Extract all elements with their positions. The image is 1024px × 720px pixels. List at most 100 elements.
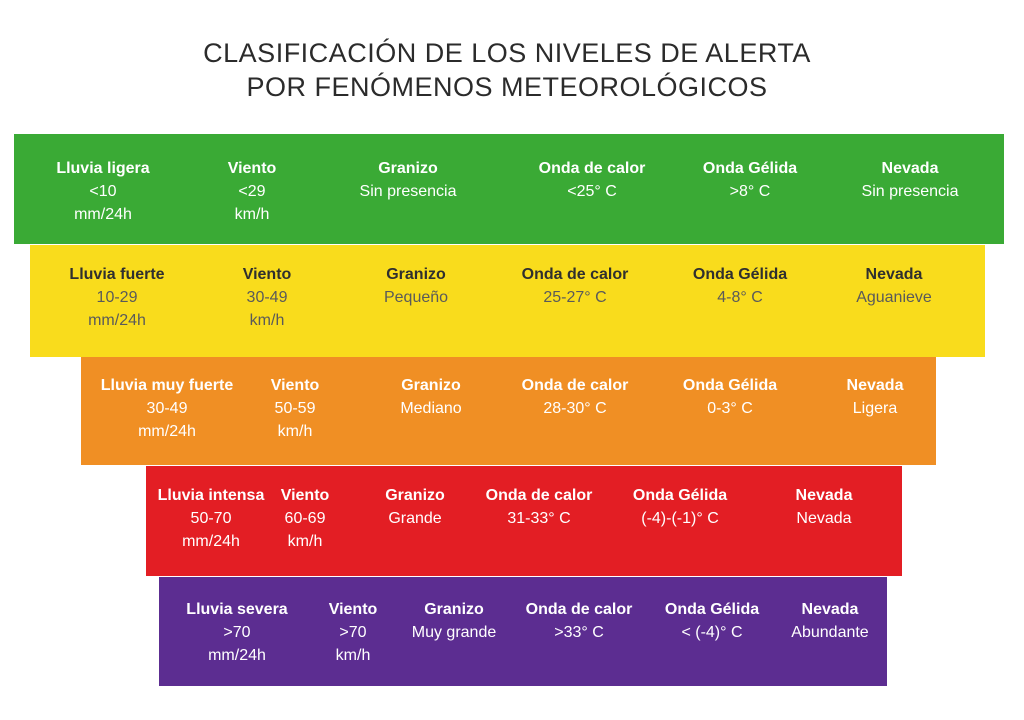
cell-value: Abundante [791,624,869,641]
cell-unit: mm/24h [88,312,146,329]
alert-level-red: Lluvia intensa 50-70 mm/24h Viento 60-69… [146,466,902,576]
cell-value: 10-29 [96,289,138,306]
cell-value: >8° C [729,183,771,200]
cell-label: Onda Gélida [692,266,788,283]
cell-wind: Viento 50-59 km/h [271,374,320,443]
cell-heatwave: Onda de calor 25-27° C [522,263,629,309]
cell-label: Lluvia intensa [157,487,265,504]
cell-label: Onda Gélida [664,601,760,618]
cell-rain: Lluvia severa >70 mm/24h [186,598,287,667]
cell-value: >33° C [554,624,604,641]
cell-snowfall: Nevada Nevada [796,484,853,530]
cell-heatwave: Onda de calor 31-33° C [486,484,593,530]
alert-level-purple: Lluvia severa >70 mm/24h Viento >70 km/h… [159,577,887,686]
cell-heatwave: Onda de calor >33° C [526,598,633,644]
cell-value: 50-59 [274,400,316,417]
cell-heatwave: Onda de calor 28-30° C [522,374,629,420]
alert-level-yellow: Lluvia fuerte 10-29 mm/24h Viento 30-49 … [30,245,985,357]
cell-rain: Lluvia ligera <10 mm/24h [56,157,149,226]
cell-label: Nevada [881,160,939,177]
cell-unit: mm/24h [74,206,132,223]
cell-wind: Viento 30-49 km/h [243,263,292,332]
cell-heatwave: Onda de calor <25° C [539,157,646,203]
cell-unit: km/h [277,423,313,440]
cell-wind: Viento 60-69 km/h [281,484,330,553]
cell-value: 30-49 [246,289,288,306]
cell-label: Granizo [385,487,445,504]
cell-label: Lluvia severa [186,601,288,618]
cell-label: Granizo [401,377,461,394]
cell-hail: Granizo Mediano [400,374,461,420]
cell-label: Viento [270,377,320,394]
cell-hail: Granizo Grande [385,484,445,530]
cell-value: Aguanieve [856,289,932,306]
alert-level-orange: Lluvia muy fuerte 30-49 mm/24h Viento 50… [81,357,936,465]
title-line-2: POR FENÓMENOS METEOROLÓGICOS [246,72,768,102]
cell-label: Onda de calor [525,601,633,618]
cell-label: Granizo [424,601,484,618]
cell-coldwave: Onda Gélida 4-8° C [693,263,787,309]
cell-value: Pequeño [383,289,449,306]
cell-unit: mm/24h [182,533,240,550]
cell-coldwave: Onda Gélida < (-4)° C [665,598,759,644]
cell-label: Viento [227,160,277,177]
cell-value: Sin presencia [359,183,457,200]
cell-label: Granizo [386,266,446,283]
cell-snowfall: Nevada Ligera [847,374,904,420]
cell-value: <10 [89,183,117,200]
cell-unit: km/h [234,206,270,223]
cell-hail: Granizo Sin presencia [360,157,457,203]
cell-value: Nevada [796,510,852,527]
cell-snowfall: Nevada Abundante [791,598,868,644]
cell-coldwave: Onda Gélida 0-3° C [683,374,777,420]
cell-label: Onda Gélida [702,160,798,177]
cell-value: <25° C [567,183,617,200]
cell-label: Onda de calor [538,160,646,177]
cell-coldwave: Onda Gélida >8° C [703,157,797,203]
cell-label: Nevada [795,487,853,504]
cell-label: Granizo [378,160,438,177]
cell-value: 60-69 [284,510,326,527]
cell-value: 50-70 [190,510,232,527]
cell-hail: Granizo Muy grande [412,598,497,644]
cell-value: 4-8° C [717,289,763,306]
cell-label: Onda Gélida [632,487,728,504]
cell-label: Nevada [801,601,859,618]
cell-snowfall: Nevada Aguanieve [856,263,932,309]
title-line-1: CLASIFICACIÓN DE LOS NIVELES DE ALERTA [203,38,811,68]
cell-value: >70 [339,624,367,641]
page-title: CLASIFICACIÓN DE LOS NIVELES DE ALERTA P… [0,36,1014,104]
alert-level-green: Lluvia ligera <10 mm/24h Viento <29 km/h… [14,134,1004,244]
cell-label: Onda Gélida [682,377,778,394]
cell-label: Lluvia fuerte [69,266,165,283]
cell-value: 30-49 [146,400,188,417]
cell-label: Nevada [846,377,904,394]
cell-rain: Lluvia muy fuerte 30-49 mm/24h [101,374,233,443]
cell-coldwave: Onda Gélida (-4)-(-1)° C [633,484,727,530]
cell-snowfall: Nevada Sin presencia [862,157,959,203]
cell-unit: km/h [287,533,323,550]
cell-value: 25-27° C [543,289,607,306]
cell-hail: Granizo Pequeño [384,263,448,309]
cell-value: 31-33° C [507,510,571,527]
cell-value: >70 [223,624,251,641]
cell-value: 0-3° C [707,400,753,417]
cell-value: (-4)-(-1)° C [641,510,719,527]
cell-value: Grande [388,510,442,527]
cell-value: <29 [238,183,266,200]
cell-label: Onda de calor [521,266,629,283]
cell-unit: km/h [335,647,371,664]
cell-unit: mm/24h [208,647,266,664]
cell-value: Mediano [400,400,462,417]
cell-unit: mm/24h [138,423,196,440]
cell-label: Viento [280,487,330,504]
cell-label: Viento [328,601,378,618]
cell-label: Lluvia ligera [56,160,150,177]
cell-value: Ligera [852,400,898,417]
cell-unit: km/h [249,312,285,329]
cell-label: Onda de calor [485,487,593,504]
cell-wind: Viento <29 km/h [228,157,277,226]
cell-label: Lluvia muy fuerte [100,377,234,394]
cell-value: Muy grande [411,624,497,641]
cell-label: Onda de calor [521,377,629,394]
